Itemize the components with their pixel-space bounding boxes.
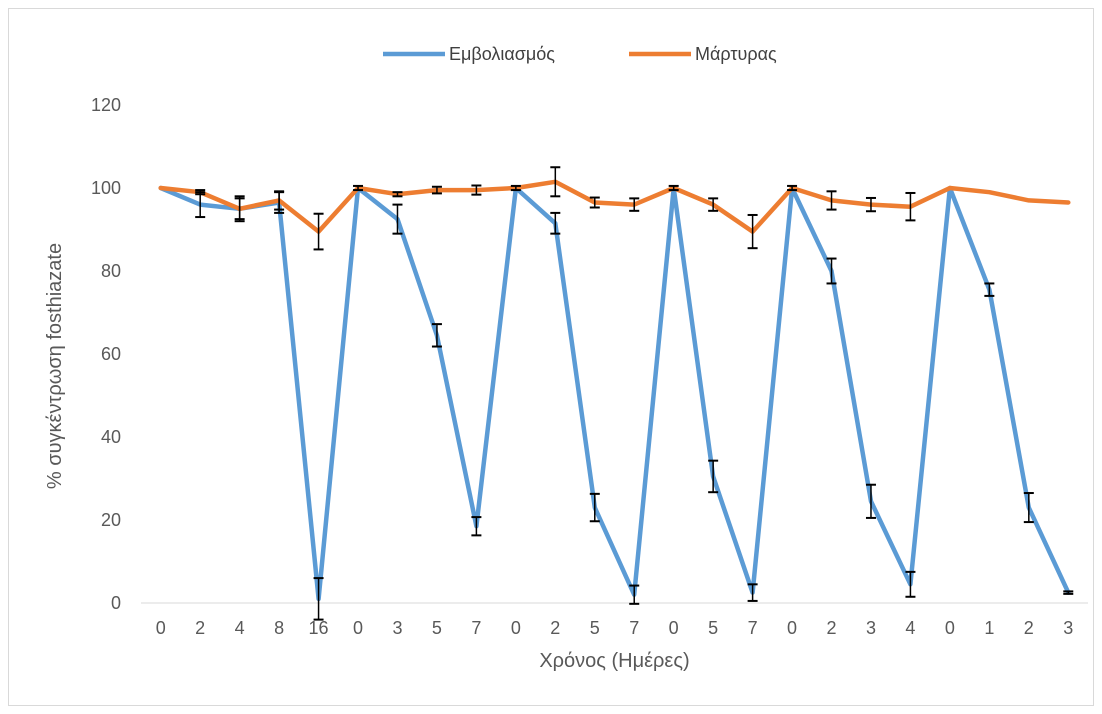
x-axis: 0 2 4 8 16 0 3 5 7 0 2 5 7 0 5 7 0 2 3 4 0 1 2 3 xyxy=(141,602,1088,638)
error-bar xyxy=(668,184,679,192)
error-bar xyxy=(826,257,837,285)
x-tick-label: 1 xyxy=(984,618,994,638)
legend-label: Μάρτυρας xyxy=(695,44,777,64)
error-bar xyxy=(865,196,876,213)
series-layer xyxy=(158,179,1071,602)
error-bar xyxy=(905,191,916,222)
y-tick-label: 40 xyxy=(101,427,121,447)
x-axis-title: Χρόνος (Ημέρες) xyxy=(539,650,689,672)
y-tick-label: 100 xyxy=(91,178,121,198)
error-bar xyxy=(353,184,364,192)
error-bar xyxy=(550,211,561,235)
legend-item-inoculation: Εμβολιασμός xyxy=(383,44,555,64)
error-bar xyxy=(274,190,285,211)
y-tick-label: 20 xyxy=(101,510,121,530)
x-tick-label: 4 xyxy=(905,618,915,638)
error-bar xyxy=(431,185,442,195)
y-tick-label: 80 xyxy=(101,261,121,281)
x-tick-label: 0 xyxy=(156,618,166,638)
legend-label: Εμβολιασμός xyxy=(449,44,555,64)
error-bar xyxy=(826,190,837,211)
error-bar xyxy=(431,323,442,348)
error-bar xyxy=(629,197,640,212)
y-tick-label: 0 xyxy=(111,593,121,613)
error-bar xyxy=(471,184,482,196)
error-bar xyxy=(471,516,482,537)
error-bar xyxy=(629,584,640,605)
legend-item-control: Μάρτυρας xyxy=(629,44,777,64)
series-line-control xyxy=(158,179,1071,234)
error-bar xyxy=(1063,590,1074,595)
error-bar xyxy=(234,195,245,223)
x-tick-label: 3 xyxy=(1063,618,1073,638)
error-bar xyxy=(392,203,403,235)
error-bar xyxy=(905,570,916,598)
error-bar xyxy=(313,577,324,621)
error-bar xyxy=(510,184,521,192)
x-tick-label: 0 xyxy=(669,618,679,638)
x-tick-label: 3 xyxy=(392,618,402,638)
error-bar xyxy=(1023,492,1034,524)
x-tick-label: 2 xyxy=(195,618,205,638)
error-bar xyxy=(708,197,719,212)
x-tick-label: 5 xyxy=(708,618,718,638)
x-tick-label: 0 xyxy=(511,618,521,638)
x-tick-label: 16 xyxy=(309,618,329,638)
error-bar xyxy=(865,483,876,519)
x-tick-label: 3 xyxy=(866,618,876,638)
x-tick-label: 2 xyxy=(827,618,837,638)
error-bar xyxy=(392,191,403,198)
x-tick-label: 0 xyxy=(353,618,363,638)
y-axis: 0 20 40 60 80 100 120 xyxy=(91,95,121,613)
error-bar xyxy=(747,583,758,602)
error-bar xyxy=(984,282,995,297)
x-tick-label: 2 xyxy=(1024,618,1034,638)
y-tick-label: 120 xyxy=(91,95,121,115)
x-tick-label: 2 xyxy=(550,618,560,638)
error-bar xyxy=(195,189,206,196)
x-tick-label: 0 xyxy=(787,618,797,638)
legend: Εμβολιασμός Μάρτυρας xyxy=(383,44,777,64)
x-tick-label: 8 xyxy=(274,618,284,638)
error-bar xyxy=(313,212,324,251)
x-tick-label: 4 xyxy=(235,618,245,638)
error-bar xyxy=(708,459,719,494)
error-bar xyxy=(550,166,561,198)
y-axis-title: % συγκέντρωση fosthiazate xyxy=(44,243,66,489)
x-tick-label: 7 xyxy=(471,618,481,638)
series-line-inoculation xyxy=(158,185,1071,602)
y-tick-label: 60 xyxy=(101,344,121,364)
error-bar xyxy=(787,184,798,192)
error-bar xyxy=(589,492,600,523)
x-tick-label: 7 xyxy=(748,618,758,638)
x-tick-label: 5 xyxy=(432,618,442,638)
error-bar xyxy=(589,196,600,209)
error-bar xyxy=(747,213,758,250)
x-tick-label: 0 xyxy=(945,618,955,638)
x-tick-label: 5 xyxy=(590,618,600,638)
error-bars xyxy=(195,166,1074,621)
x-tick-label: 7 xyxy=(629,618,639,638)
